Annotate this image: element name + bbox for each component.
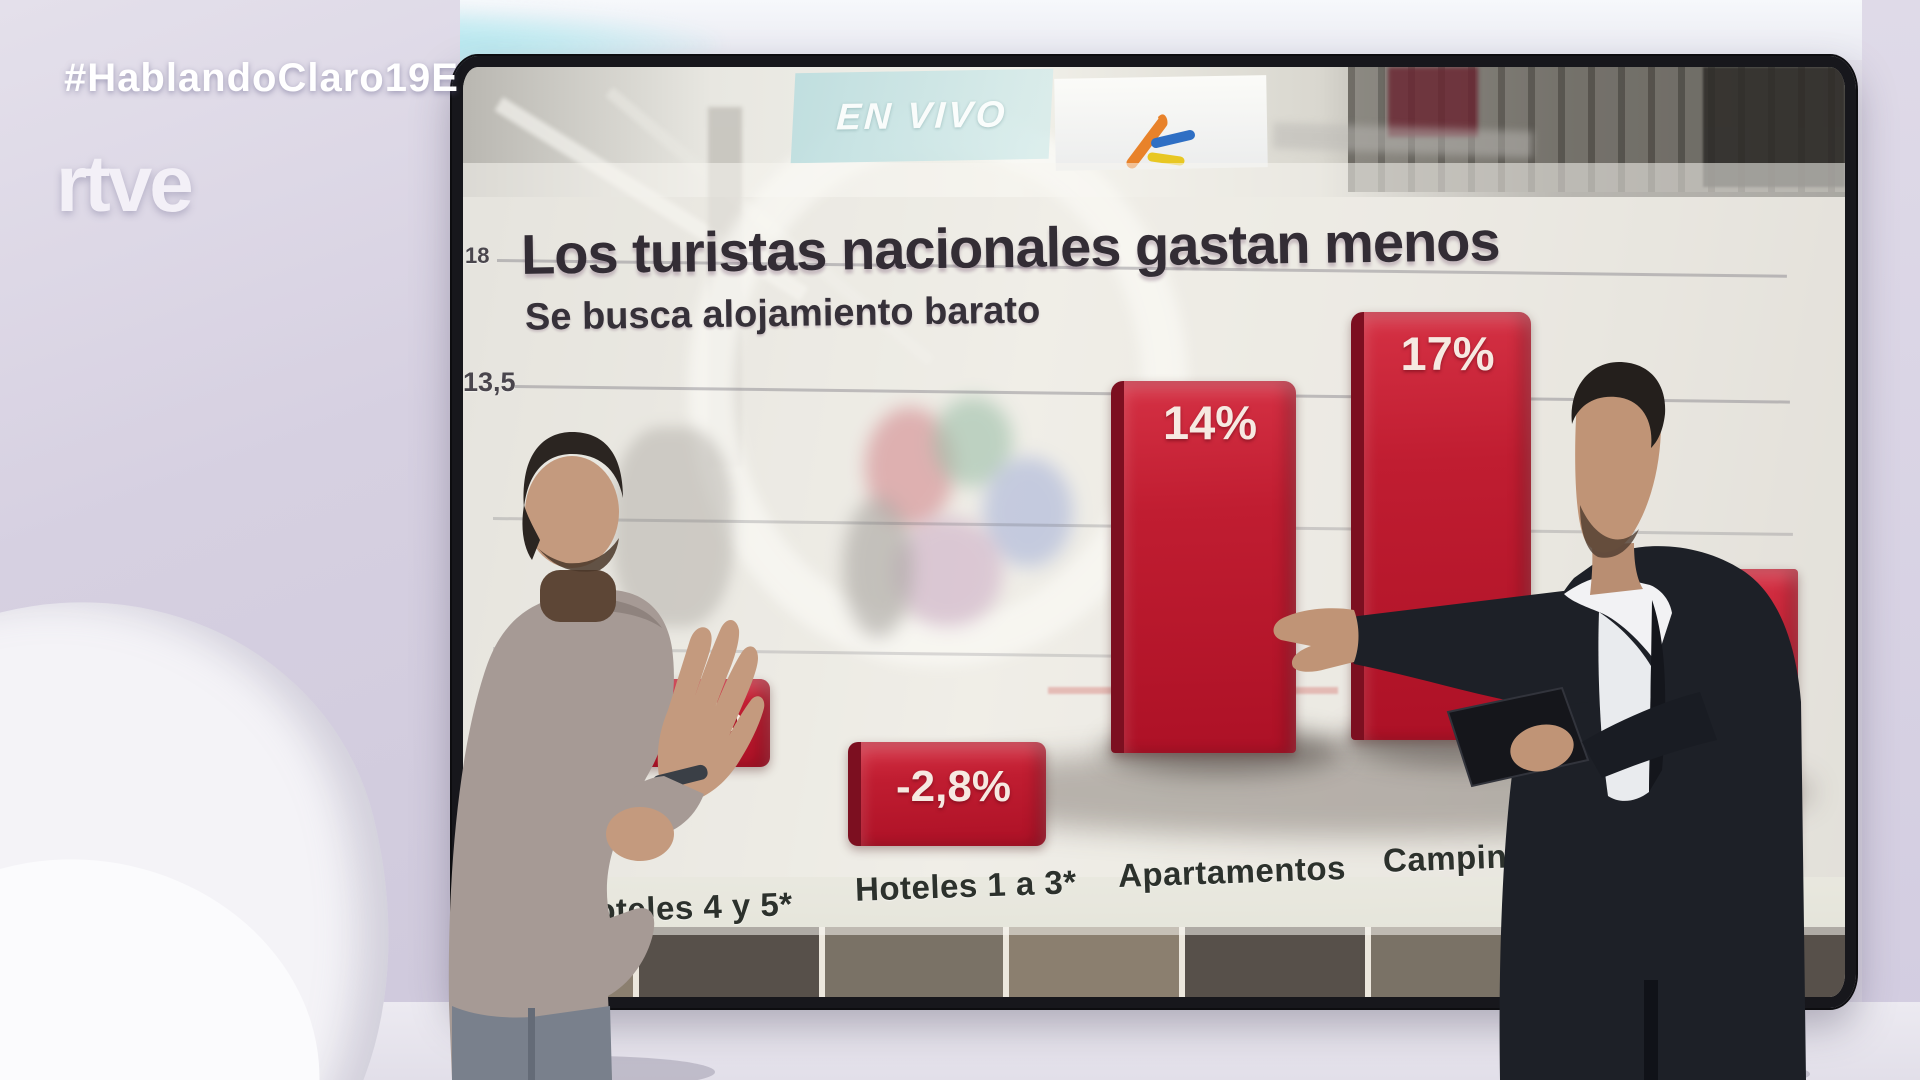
photo-sign-text: ALA xyxy=(599,798,641,821)
hashtag-overlay: #HablandoClaro19E xyxy=(64,56,459,100)
photo-sign-ala: ALA xyxy=(585,792,655,828)
bar-value-label: 2 % xyxy=(636,693,743,740)
photo-dark-red-patch xyxy=(1388,67,1478,137)
bar-apartamentos: 14% xyxy=(1111,381,1296,753)
category-label-partial-ral: ral xyxy=(1708,830,1752,869)
chart-subtitle: Se busca alojamiento barato xyxy=(524,289,1041,339)
live-badge-label: EN VIVO xyxy=(835,93,1009,138)
bar-value-label: 14% xyxy=(1162,396,1258,449)
bar-campings: 17% xyxy=(1351,312,1531,740)
live-badge: EN VIVO xyxy=(790,68,1054,164)
category-label-hoteles-4-5: Hoteles 4 y 5* xyxy=(570,885,794,930)
bar-value-label: -2,8% xyxy=(896,762,1011,811)
y-tick-13-5: 13,5 xyxy=(463,367,516,397)
bar-turismo-rural-partial: % xyxy=(1658,569,1798,869)
y-tick-18: 18 xyxy=(465,243,490,268)
studio-right-wall xyxy=(1862,0,1920,1080)
bar-value-label: % xyxy=(1687,581,1726,628)
category-label-apartamentos: Apartamentos xyxy=(1117,849,1347,894)
category-label-campings: Campings xyxy=(1382,836,1548,879)
chart-title: Los turistas nacionales gastan menos xyxy=(520,209,1500,286)
video-wall-screen: EN VIVO 18 13,5 Los turistas nacionales … xyxy=(452,56,1856,1008)
bar-value-label: 17% xyxy=(1400,327,1495,380)
fair-asterisk-logo-icon xyxy=(1126,114,1195,169)
category-label-hoteles-1-3: Hoteles 1 a 3* xyxy=(854,863,1078,908)
photo-floor-tiles xyxy=(463,927,1845,997)
bar-hoteles-1-3: -2,8% xyxy=(848,742,1046,846)
rtve-logo: rtve xyxy=(56,139,194,228)
bar-hoteles-4-5: 2 % xyxy=(596,679,770,767)
